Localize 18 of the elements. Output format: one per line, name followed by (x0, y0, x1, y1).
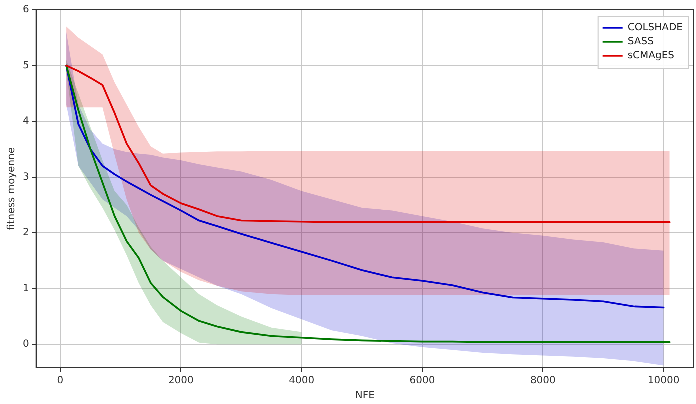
y-tick-label: 3 (22, 172, 30, 183)
y-tick-label: 0 (22, 339, 30, 350)
y-axis-title: fitness moyenne (6, 147, 18, 231)
x-tick-label: 4000 (289, 376, 315, 387)
x-tick-label: 8000 (530, 376, 556, 387)
x-tick-label: 10000 (648, 376, 680, 387)
x-tick-label: 2000 (168, 376, 194, 387)
y-tick-label: 6 (22, 4, 30, 16)
legend-label: COLSHADE (628, 22, 684, 34)
x-tick-label: 0 (57, 376, 64, 387)
y-tick-label: 2 (22, 228, 30, 239)
x-axis-title: NFE (355, 390, 375, 402)
y-tick-label: 4 (22, 116, 30, 128)
legend-label: SASS (628, 36, 654, 48)
x-tick-label: 6000 (410, 376, 436, 387)
y-tick-label: 5 (22, 60, 30, 72)
legend-label: sCMAgES (628, 50, 675, 62)
y-tick-label: 1 (22, 283, 30, 294)
